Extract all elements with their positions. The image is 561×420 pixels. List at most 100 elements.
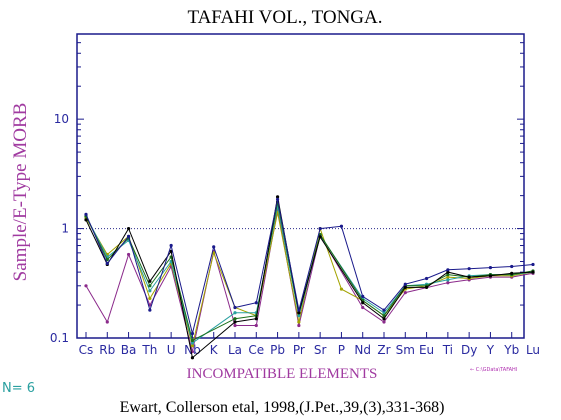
- data-point: [446, 275, 450, 279]
- data-point: [488, 265, 493, 270]
- data-point: [297, 323, 301, 328]
- data-point: [361, 305, 365, 310]
- y-tick-label: 10: [54, 112, 69, 126]
- x-tick-label: Rb: [99, 343, 115, 357]
- data-point: [148, 284, 152, 288]
- x-tick-label: P: [338, 343, 345, 357]
- data-point: [190, 338, 195, 343]
- series-line: [85, 196, 534, 359]
- data-point: [190, 331, 195, 336]
- x-tick-label: Dy: [461, 343, 477, 357]
- source-note: ← C:\GData\TAFAHI: [470, 367, 517, 373]
- x-axis: Cs Rb Ba Th U Nb K La Ce Pb Pr Sr P Nd Zr Sm Eu Ti Dy Y Yb Lu: [79, 332, 540, 357]
- series-0: [84, 207, 535, 354]
- data-point: [446, 272, 450, 277]
- x-tick-label: Lu: [526, 343, 540, 357]
- data-point: [318, 233, 322, 237]
- data-point: [190, 341, 195, 345]
- data-point: [84, 218, 88, 222]
- x-tick-label: Zr: [377, 343, 390, 357]
- data-point: [446, 281, 450, 285]
- data-point: [126, 226, 131, 231]
- data-point: [148, 289, 152, 293]
- data-point: [403, 285, 407, 290]
- data-point: [339, 224, 344, 228]
- data-point: [424, 276, 429, 281]
- data-point: [403, 290, 407, 295]
- data-point: [318, 235, 322, 239]
- citation: Ewart, Collerson etal, 1998,(J.Pet.,39,(…: [120, 399, 445, 416]
- data-point: [510, 271, 514, 275]
- series-5: [84, 197, 535, 336]
- x-tick-label: Ti: [442, 343, 453, 357]
- data-point: [148, 296, 152, 301]
- data-point: [105, 261, 109, 266]
- data-point: [318, 226, 322, 231]
- x-tick-label: Pr: [293, 343, 305, 357]
- data-point: [190, 356, 195, 360]
- data-point: [382, 320, 386, 324]
- data-point: [467, 275, 471, 279]
- data-point: [446, 278, 450, 282]
- data-point: [531, 262, 535, 267]
- x-tick-label: Ce: [248, 343, 264, 357]
- data-point: [233, 323, 237, 328]
- x-tick-label: Nd: [354, 343, 371, 357]
- data-point: [233, 317, 237, 321]
- x-tick-label: Y: [486, 343, 495, 357]
- plot-frame: [76, 33, 525, 339]
- data-point: [84, 212, 88, 216]
- y-axis: 0.1 1 10: [50, 33, 524, 345]
- data-point: [254, 301, 258, 305]
- data-point: [361, 294, 365, 298]
- data-point: [126, 234, 131, 238]
- data-point: [297, 314, 301, 318]
- data-point: [275, 197, 280, 201]
- data-point: [531, 270, 535, 274]
- x-tick-label: Sr: [314, 343, 327, 357]
- y-tick-label: 0.1: [50, 331, 69, 345]
- data-point: [424, 285, 429, 290]
- x-tick-label: Pb: [270, 343, 285, 357]
- data-point: [84, 284, 88, 288]
- data-point: [105, 320, 109, 324]
- y-tick-label: 1: [61, 222, 69, 236]
- x-tick-label: Yb: [503, 343, 519, 357]
- x-tick-label: Eu: [419, 343, 434, 357]
- data-point: [488, 274, 493, 278]
- x-tick-label: Ba: [121, 343, 137, 357]
- x-tick-label: Th: [141, 343, 157, 357]
- data-point: [446, 268, 450, 272]
- data-point: [190, 344, 195, 348]
- data-point: [169, 243, 173, 248]
- data-point: [297, 308, 301, 312]
- data-point: [403, 282, 407, 286]
- data-point: [233, 320, 237, 324]
- data-point: [467, 267, 471, 271]
- data-point: [382, 317, 386, 321]
- data-point: [275, 195, 280, 199]
- series-line: [85, 209, 534, 352]
- series-line: [85, 199, 534, 334]
- x-tick-label: La: [228, 343, 242, 357]
- data-point: [297, 320, 301, 324]
- x-tick-label: Cs: [79, 343, 94, 357]
- data-point: [212, 245, 216, 249]
- chart-title: TAFAHI VOL., TONGA.: [188, 7, 383, 28]
- x-tick-label: U: [167, 343, 176, 357]
- data-point: [382, 311, 386, 315]
- data-point: [126, 252, 131, 257]
- y-axis-label: Sample/E-Type MORB: [10, 103, 31, 282]
- n-count-label: N= 6: [2, 381, 35, 396]
- x-tick-label: K: [210, 343, 219, 357]
- data-point: [446, 270, 450, 274]
- data-point: [233, 311, 237, 315]
- data-point: [233, 305, 237, 310]
- series-group: [84, 195, 535, 360]
- x-tick-label: Sm: [396, 343, 415, 357]
- data-point: [254, 317, 258, 321]
- x-axis-label: INCOMPATIBLE ELEMENTS: [187, 366, 378, 382]
- data-point: [254, 323, 258, 328]
- series-4: [84, 195, 535, 360]
